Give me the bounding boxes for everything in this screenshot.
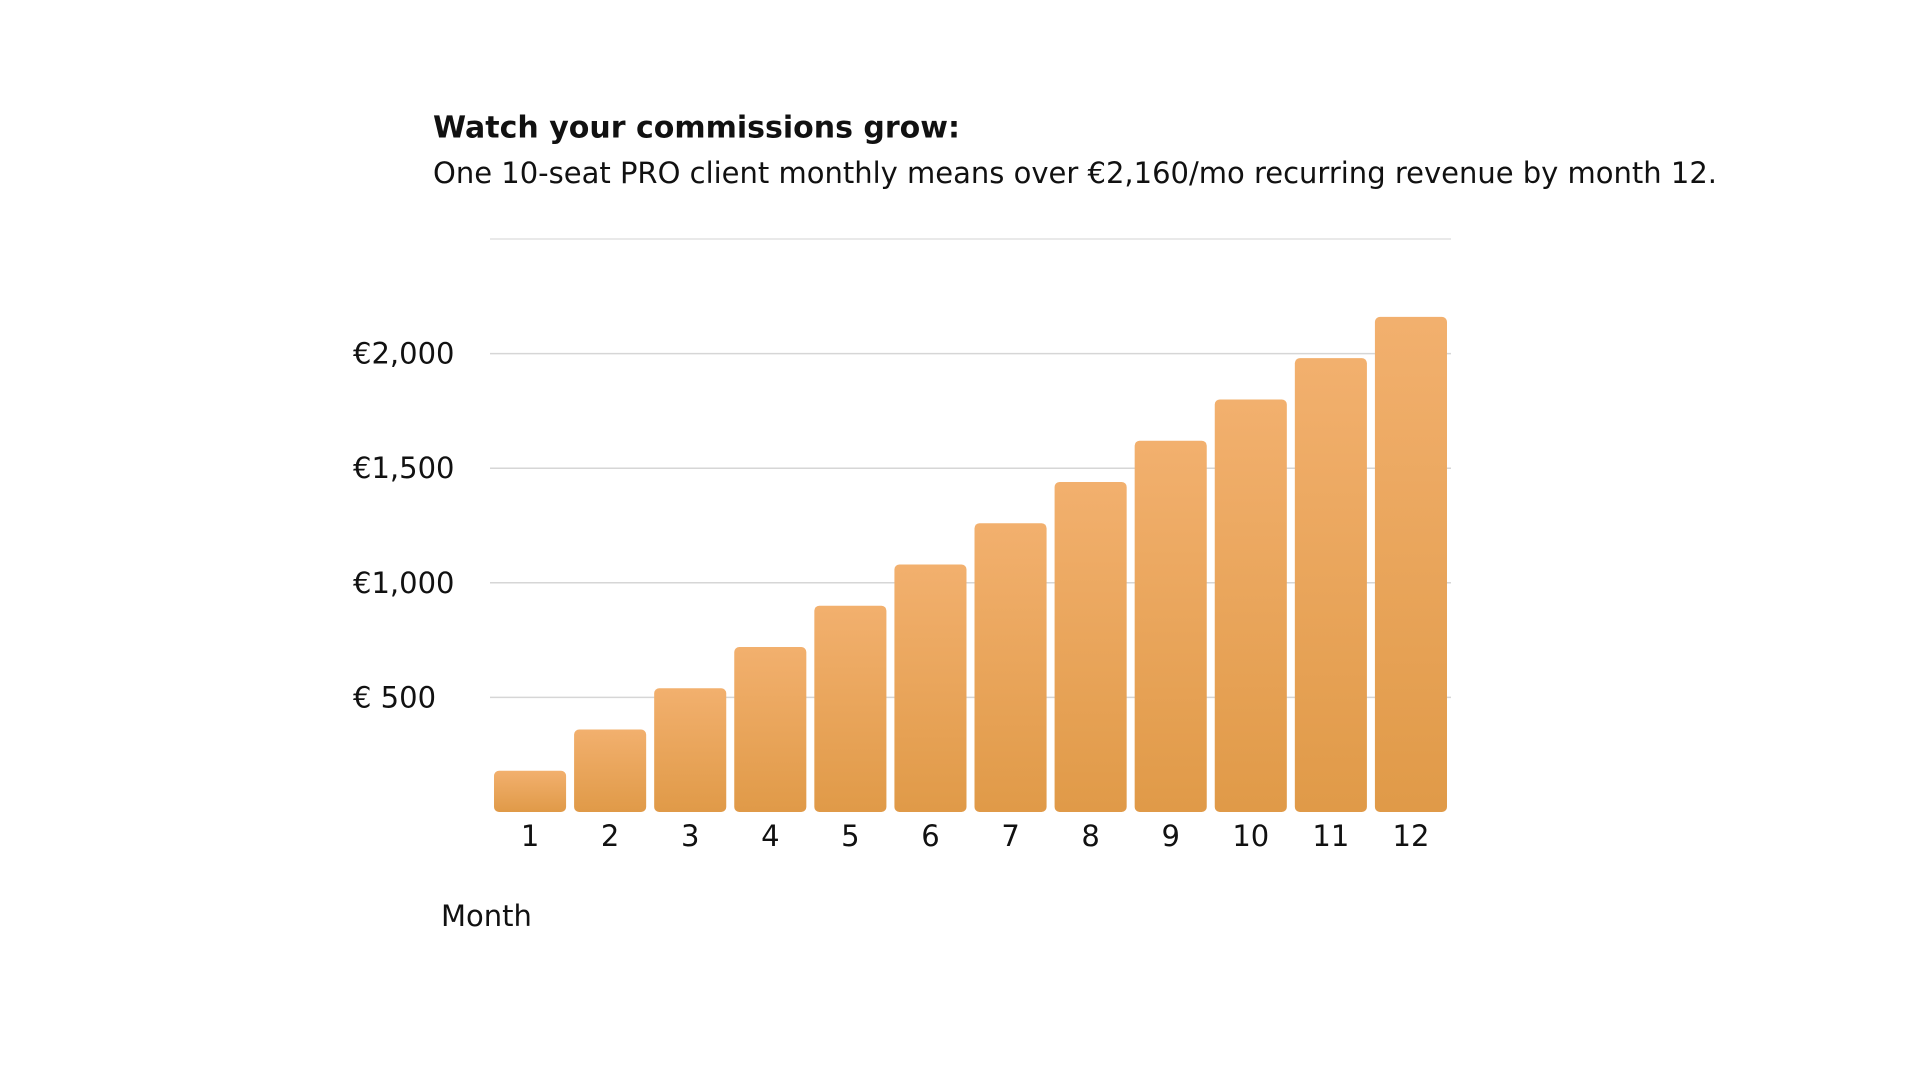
bar [1374, 316, 1447, 812]
bar [734, 646, 807, 812]
y-tick-label: € 500 [353, 680, 436, 714]
bar [1214, 399, 1287, 812]
x-tick-label: 2 [601, 819, 619, 853]
x-tick-label: 4 [761, 819, 779, 853]
bar [1054, 481, 1127, 812]
y-tick-label: €1,000 [353, 566, 454, 600]
x-tick-label: 12 [1393, 819, 1430, 853]
bar [574, 729, 647, 812]
x-tick-label: 10 [1232, 819, 1269, 853]
chart-subtitle: One 10-seat PRO client monthly means ove… [433, 156, 1717, 190]
x-tick-label: 6 [921, 819, 939, 853]
chart-title: Watch your commissions grow: [433, 111, 960, 146]
x-tick-label: 5 [841, 819, 859, 853]
x-axis-label: Month [441, 899, 532, 933]
bar [1294, 358, 1367, 812]
bar [894, 564, 967, 812]
y-tick-label: €1,500 [353, 451, 454, 485]
x-tick-label: 3 [681, 819, 699, 853]
x-tick-label: 7 [1001, 819, 1019, 853]
x-tick-label: 1 [521, 819, 539, 853]
y-tick-label: €2,000 [353, 337, 454, 371]
bar [494, 770, 567, 812]
x-tick-label: 11 [1312, 819, 1349, 853]
bar [1134, 440, 1207, 812]
bar [974, 523, 1047, 812]
bar [654, 688, 727, 812]
x-tick-label: 9 [1161, 819, 1179, 853]
x-tick-label: 8 [1081, 819, 1099, 853]
bar [814, 605, 887, 812]
